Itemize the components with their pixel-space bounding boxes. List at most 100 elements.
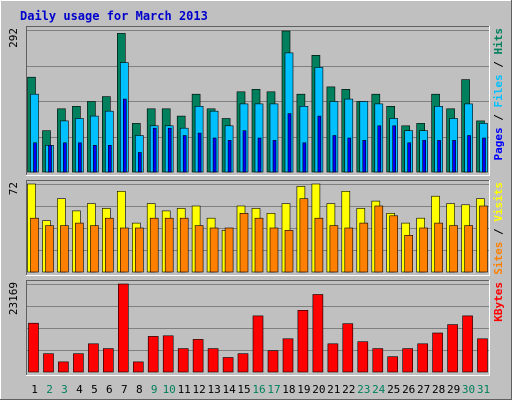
bar-hits-pages-day-3 [63, 142, 67, 173]
bar-visits-sites-day-8 [135, 227, 144, 273]
bar-kbytes-kbytes-day-7 [118, 283, 129, 373]
bar-kbytes-kbytes-day-14 [222, 357, 234, 373]
x-tick-label-day-3: 3 [61, 383, 68, 396]
bar-hits-pages-day-24 [377, 125, 382, 173]
panel-hits: 292 Pages / Files / Hits [7, 26, 505, 176]
panel-kbytes-ymax-label: 23169 [7, 282, 20, 315]
bar-hits-pages-day-17 [272, 140, 277, 173]
bar-visits-sites-day-20 [314, 217, 324, 273]
x-tick-label-day-14: 14 [222, 383, 236, 396]
bar-visits-sites-day-3 [60, 225, 69, 273]
bar-visits-sites-day-10 [164, 217, 174, 273]
panel-kbytes-legend: KBytes [492, 282, 505, 322]
bar-kbytes-kbytes-day-21 [327, 343, 339, 373]
x-tick-label-day-27: 27 [417, 383, 430, 396]
bar-visits-sites-day-22 [344, 227, 354, 273]
bar-kbytes-kbytes-day-18 [282, 338, 294, 373]
x-axis-day-labels: 1 2 3 4 5 6 7 8 9 10 11 12 13 14 15 16 17 18 19 20 21 22 23 24 2… [31, 383, 490, 396]
bar-kbytes-kbytes-day-16 [252, 315, 264, 373]
bar-kbytes-kbytes-day-15 [237, 353, 249, 373]
bar-visits-sites-day-18 [284, 230, 294, 273]
bar-visits-sites-day-6 [105, 217, 114, 273]
bar-hits-pages-day-21 [332, 135, 337, 173]
bar-hits-pages-day-12 [197, 132, 202, 173]
x-tick-label-day-30: 30 [462, 383, 475, 396]
x-tick-label-day-17: 17 [267, 383, 280, 396]
bar-kbytes-kbytes-day-3 [58, 361, 69, 373]
bar-kbytes-kbytes-day-30 [462, 315, 473, 373]
panel-visits-legend-item: / [492, 222, 505, 242]
bar-kbytes-kbytes-day-24 [372, 348, 384, 373]
bar-visits-sites-day-5 [90, 225, 99, 273]
x-tick-label-day-10: 10 [163, 383, 176, 396]
bar-visits-sites-day-17 [269, 227, 279, 273]
panel-visits: 72 Sites / Visits [7, 180, 505, 276]
panel-hits-legend-item: / [492, 55, 505, 75]
panel-visits-legend: Sites / Visits [492, 182, 505, 275]
bar-kbytes-kbytes-day-25 [387, 356, 399, 373]
bar-hits-pages-day-20 [317, 115, 322, 173]
x-tick-label-day-9: 9 [151, 383, 158, 396]
bar-visits-sites-day-11 [179, 217, 189, 273]
bar-hits-pages-day-23 [362, 140, 367, 173]
x-tick-label-day-31: 31 [477, 383, 490, 396]
bar-kbytes-kbytes-day-10 [162, 335, 174, 373]
x-tick-label-day-21: 21 [327, 383, 340, 396]
bar-kbytes-kbytes-day-20 [312, 294, 324, 373]
bar-hits-pages-day-4 [78, 142, 82, 173]
chart-panels: 292 Pages / Files / Hits 72 Sites / Visits 2… [7, 26, 505, 376]
panel-visits-legend-item: Visits [492, 182, 505, 222]
panel-hits-ymax-label: 292 [7, 28, 20, 48]
x-tick-label-day-2: 2 [46, 383, 53, 396]
bar-visits-sites-day-19 [299, 198, 309, 273]
bar-visits-sites-day-7 [120, 227, 129, 273]
bar-visits-sites-day-4 [75, 222, 84, 273]
bar-hits-pages-day-14 [227, 140, 232, 173]
panel-hits-legend-item: / [492, 108, 505, 128]
bar-hits-pages-day-9 [152, 127, 157, 173]
x-tick-label-day-11: 11 [178, 383, 191, 396]
bar-hits-pages-day-5 [93, 145, 97, 173]
bar-hits-pages-day-16 [257, 137, 262, 173]
x-tick-label-day-7: 7 [121, 383, 128, 396]
bar-kbytes-kbytes-day-9 [147, 336, 159, 373]
bar-hits-pages-day-25 [392, 125, 397, 173]
panel-hits-legend-item: Files [492, 74, 505, 107]
panel-kbytes-legend-item: KBytes [492, 282, 505, 322]
bar-visits-sites-day-26 [404, 235, 414, 273]
bar-visits-sites-day-25 [389, 215, 399, 273]
bar-hits-pages-day-30 [467, 135, 471, 173]
bar-kbytes-kbytes-day-11 [177, 348, 189, 373]
panel-hits-legend-item: Hits [492, 28, 505, 55]
bar-hits-pages-day-27 [422, 140, 427, 173]
bar-kbytes-kbytes-day-29 [447, 324, 458, 373]
x-tick-label-day-13: 13 [207, 383, 220, 396]
bar-visits-sites-day-2 [45, 225, 54, 273]
bar-kbytes-kbytes-day-4 [73, 353, 84, 373]
x-tick-label-day-5: 5 [91, 383, 98, 396]
bar-visits-sites-day-13 [209, 227, 219, 273]
bar-visits-sites-day-16 [254, 217, 264, 273]
bar-visits-sites-day-28 [434, 222, 443, 273]
x-tick-label-day-4: 4 [76, 383, 83, 396]
x-tick-label-day-15: 15 [237, 383, 250, 396]
bar-hits-pages-day-7 [123, 98, 127, 173]
bar-kbytes-kbytes-day-22 [342, 323, 354, 373]
x-tick-label-day-20: 20 [312, 383, 325, 396]
bar-kbytes-kbytes-day-27 [417, 343, 429, 373]
bar-hits-pages-day-28 [437, 140, 441, 173]
bar-kbytes-kbytes-day-1 [28, 322, 39, 373]
x-tick-label-day-8: 8 [136, 383, 143, 396]
bar-visits-sites-day-23 [359, 222, 369, 273]
bar-visits-sites-day-21 [329, 225, 339, 273]
bar-hits-pages-day-11 [182, 135, 187, 173]
chart-title: Daily usage for March 2013 [20, 9, 208, 23]
bar-visits-sites-day-31 [479, 205, 488, 273]
x-tick-label-day-29: 29 [447, 383, 460, 396]
x-tick-label-day-26: 26 [402, 383, 415, 396]
bar-kbytes-kbytes-day-13 [207, 348, 219, 373]
x-tick-label-day-6: 6 [106, 383, 113, 396]
x-tick-label-day-19: 19 [297, 383, 310, 396]
bar-kbytes-kbytes-day-17 [267, 350, 279, 373]
